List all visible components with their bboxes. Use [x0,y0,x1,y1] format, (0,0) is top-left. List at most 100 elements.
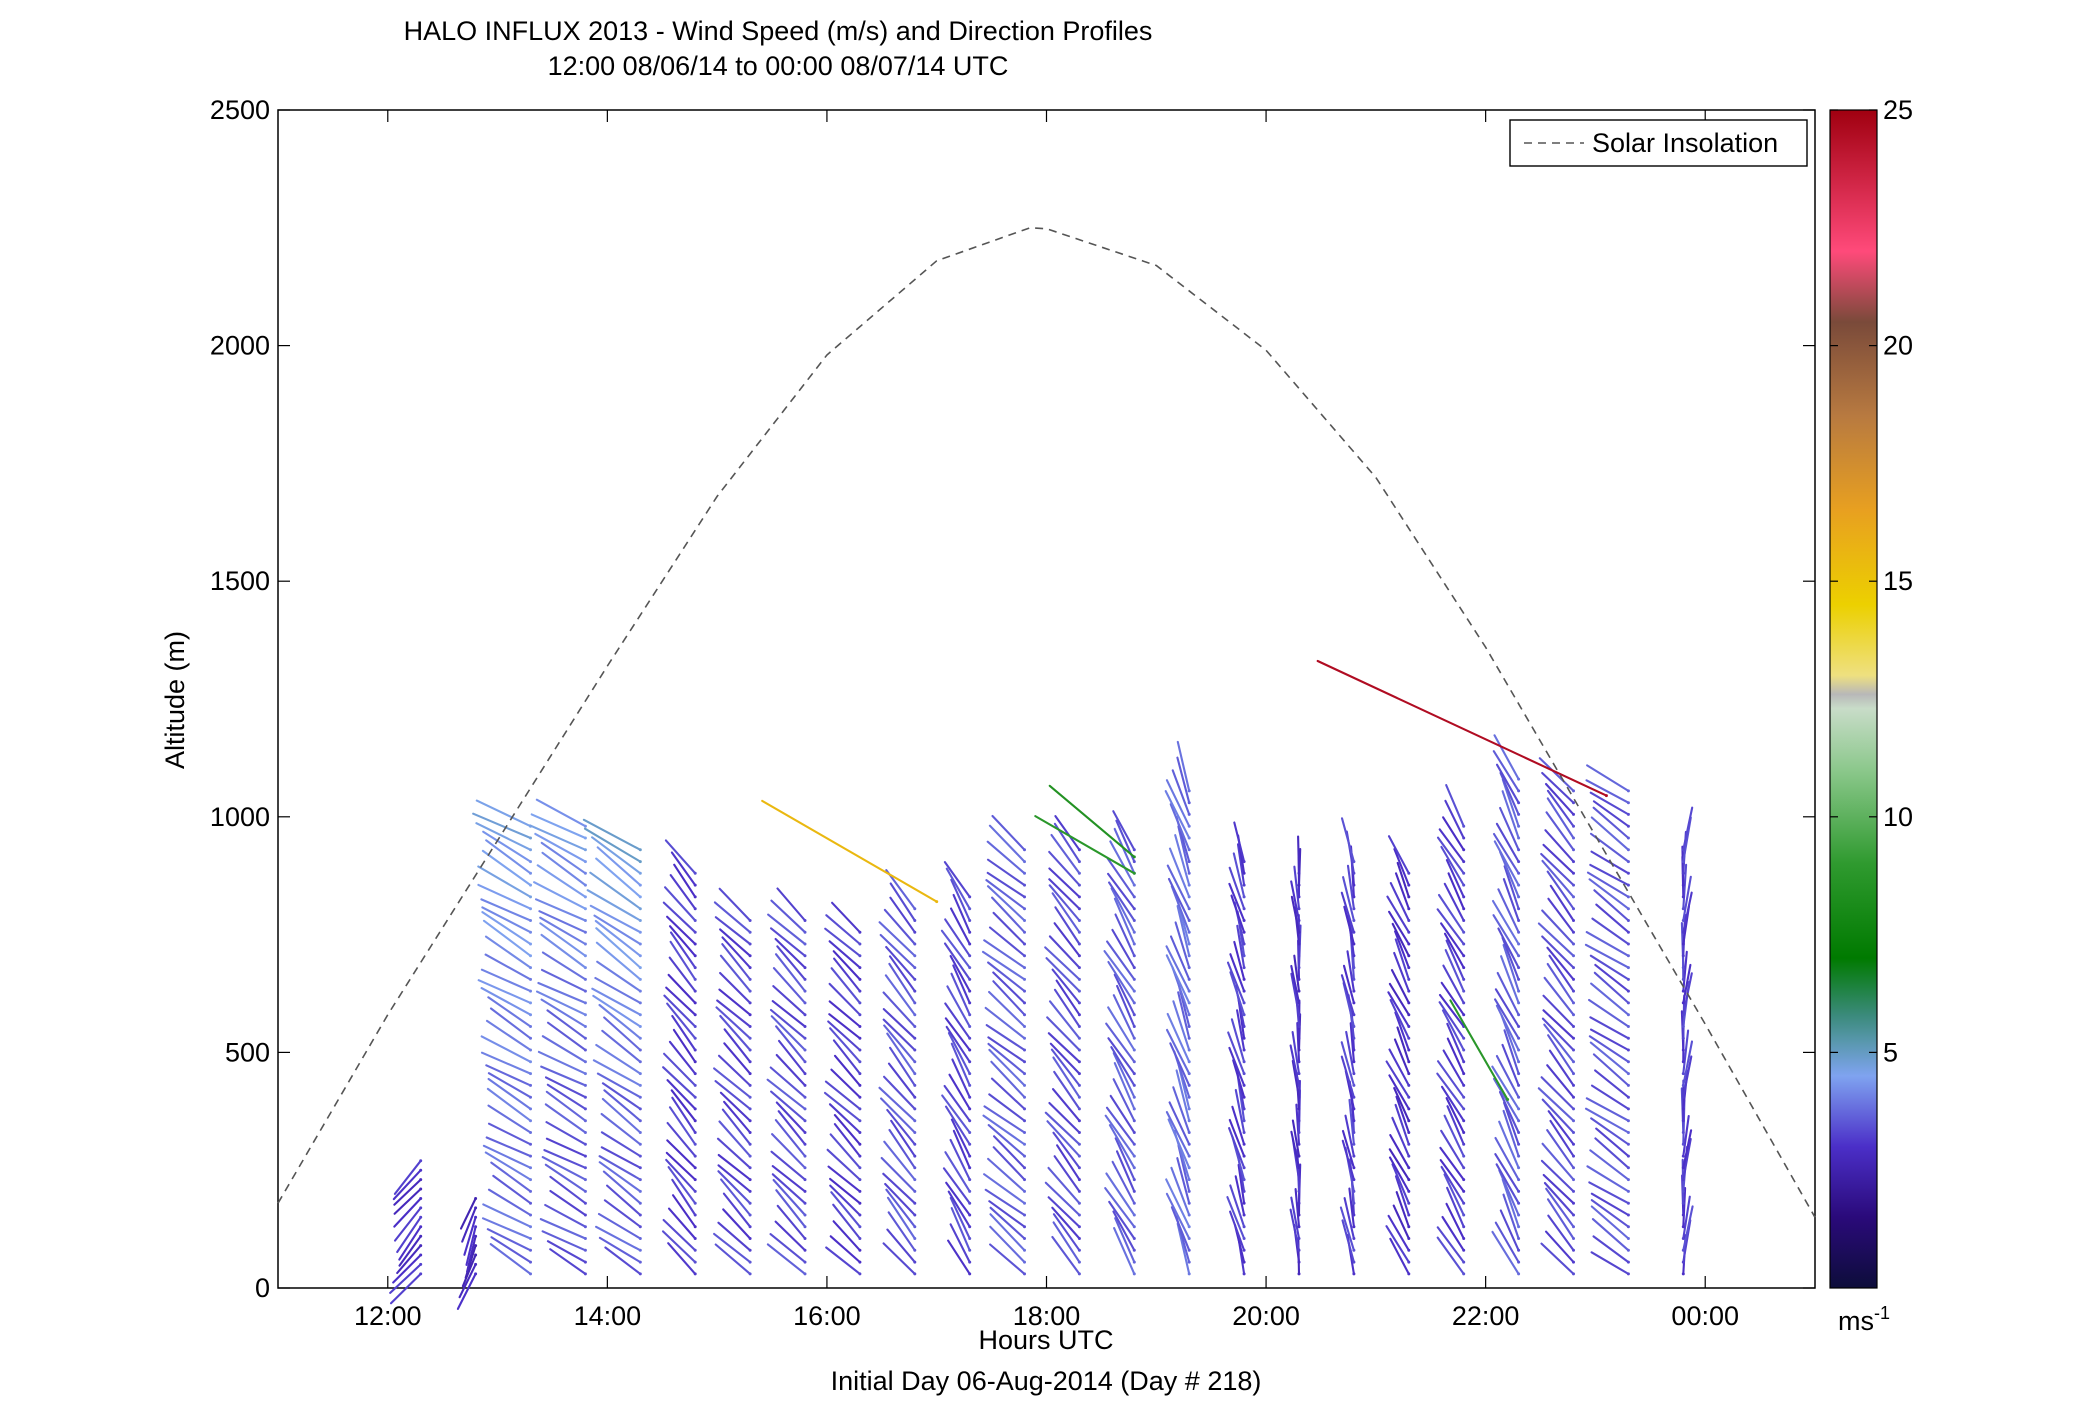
wind-barb [1590,1205,1630,1240]
colorbar-unit-exponent: -1 [1874,1303,1890,1323]
wind-barb-base [1517,1142,1521,1146]
wind-barb-base [803,1083,807,1087]
wind-barb [1388,910,1410,946]
wind-barb [721,1108,752,1146]
wind-barb [719,1091,752,1122]
wind-barb [1499,1209,1520,1252]
wind-barb-base [1023,1025,1026,1028]
wind-barb [1545,811,1575,851]
wind-barb [1498,1120,1520,1169]
wind-barb-base [583,1048,587,1052]
wind-barb [549,1175,587,1205]
wind-barb [594,976,642,1004]
wind-barb-base [1187,848,1191,852]
wind-barb [541,1230,587,1252]
wind-barb [830,967,861,1004]
wind-barb-base [1242,1142,1246,1146]
wind-barb-base [1132,1001,1136,1005]
wind-barb-base [1517,1213,1521,1217]
wind-barb-base [638,1013,642,1017]
wind-barb-base [1352,1154,1356,1158]
wind-barb-base [1077,1107,1081,1111]
wind-barb-base [583,1260,587,1264]
wind-barb [1445,784,1465,828]
wind-barb [1388,1074,1410,1110]
wind-barb [477,865,532,898]
wind-barb-base [1242,1013,1246,1017]
wind-barb [1228,1046,1246,1087]
wind-barb-base [913,1001,917,1005]
wind-barb [601,1097,642,1134]
wind-barb-base [1187,801,1191,805]
wind-barb [943,861,971,898]
wind-barb-base [748,1272,752,1276]
wind-barb-base [1626,1154,1630,1158]
wind-barb [1345,1030,1355,1075]
wind-barb-base [1132,883,1136,887]
wind-barb [481,849,532,887]
wind-barb [945,867,971,910]
wind-barb-base [1407,1213,1411,1217]
wind-barb-base [968,1213,972,1217]
wind-barb-base [968,977,972,981]
wind-barb [1115,1150,1136,1193]
wind-barb-base [1352,919,1356,922]
wind-barb [1682,1029,1690,1075]
wind-barb-base [1242,966,1246,970]
wind-barb-base [1572,824,1575,828]
wind-barb-base [1407,989,1411,993]
wind-barb-base [1242,895,1246,899]
wind-barb [1443,1173,1465,1217]
wind-barb-base [1626,871,1630,875]
wind-barb [1590,1199,1630,1228]
wind-barb [1165,779,1191,828]
wind-barb-base [1077,1178,1081,1182]
wind-barb [1044,1111,1081,1146]
wind-barb [717,1054,752,1087]
wind-barb-base [1187,1036,1191,1040]
wind-barb [1340,1055,1355,1099]
wind-barb [1442,1049,1465,1087]
wind-barb [666,915,697,946]
wind-barb [396,1244,422,1275]
wind-barb [988,824,1026,863]
wind-barb-base [1132,1060,1136,1064]
wind-barb [1440,1085,1465,1122]
wind-barb [776,887,807,922]
wind-barb [829,1177,861,1205]
wind-barb-base [803,1248,807,1252]
wind-barb-base [1297,895,1301,899]
wind-barb-base [968,989,972,993]
wind-barb [1497,927,1520,969]
wind-barb-base [913,1248,917,1252]
wind-barb-base [1132,1189,1136,1193]
wind-barb-base [1352,1225,1356,1229]
wind-barb [1176,1157,1191,1205]
wind-barb-base [1407,1142,1411,1146]
wind-barb-base [1077,1154,1081,1158]
wind-barb [950,1042,971,1087]
wind-barb [1588,998,1630,1028]
wind-barb-base [913,907,917,911]
wind-barb-base [968,1189,972,1193]
wind-barb [945,1181,971,1217]
wind-barb-base [1572,930,1575,934]
wind-barb-base [1681,977,1685,981]
wind-barb-base [1077,1036,1081,1040]
wind-barb [888,1128,916,1169]
wind-barb [459,1197,477,1230]
wind-barb-base [474,1206,478,1210]
wind-barb-base [1407,942,1411,946]
wind-barb-base [1023,930,1026,934]
wind-barb [826,1148,861,1181]
wind-barb [667,973,697,1004]
wind-barb [592,994,642,1028]
wind-barb-base [583,1025,587,1028]
wind-barb [664,886,697,922]
wind-barb [485,1019,532,1052]
wind-barb [1589,791,1630,816]
wind-barb [988,1093,1026,1122]
wind-barb-base [1407,1095,1411,1099]
wind-barb-base [1077,942,1081,946]
